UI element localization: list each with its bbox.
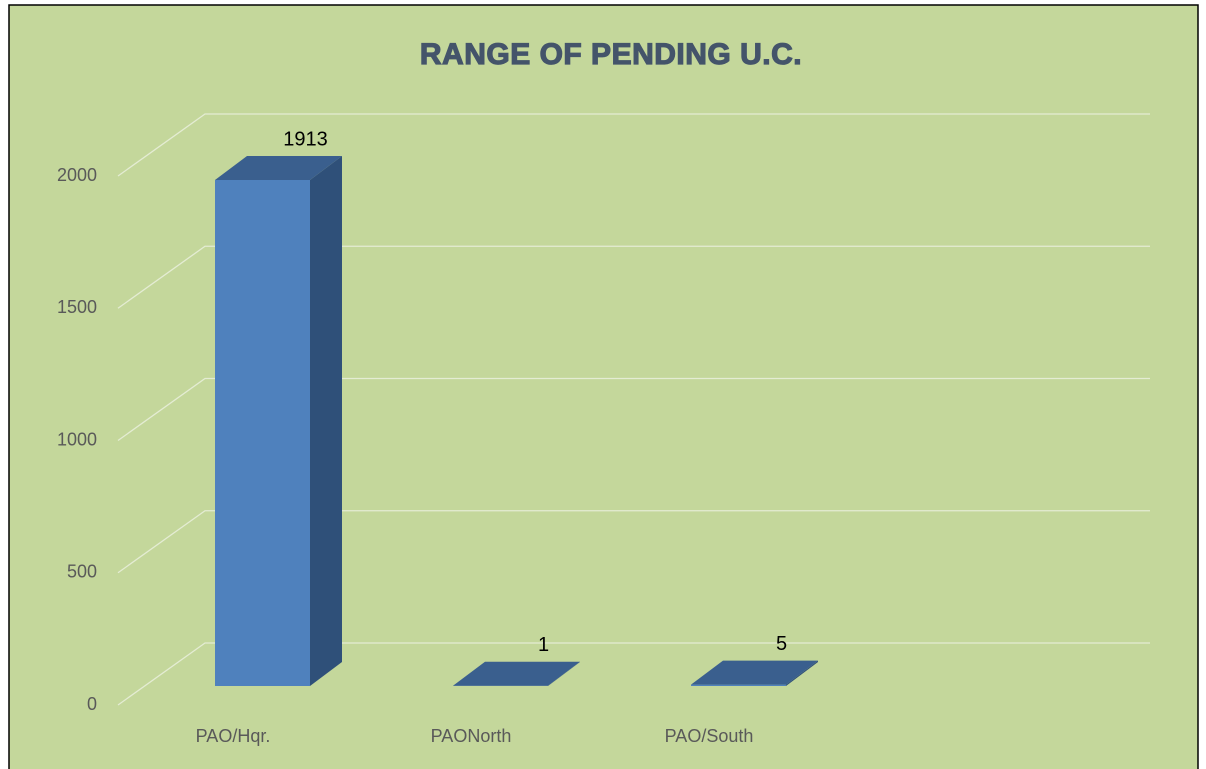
chart-title: RANGE OF PENDING U.C. xyxy=(420,38,802,71)
bar xyxy=(691,660,818,686)
chart-area xyxy=(8,4,1199,769)
bar xyxy=(215,156,342,687)
grid-line xyxy=(117,377,1150,442)
bar xyxy=(453,661,580,686)
bar-top xyxy=(453,661,580,686)
bar-side xyxy=(548,661,580,686)
bar-top xyxy=(691,660,818,685)
y-tick-label: 500 xyxy=(67,562,97,582)
y-tick-label: 1000 xyxy=(57,429,97,449)
bar-front xyxy=(215,180,310,686)
grid-line xyxy=(117,245,1150,309)
grid-line xyxy=(117,642,1150,706)
data-label: 1 xyxy=(538,634,549,656)
bar-side xyxy=(310,156,342,687)
x-tick-label: PAO/Hqr. xyxy=(196,726,271,746)
data-label: 1913 xyxy=(283,128,328,150)
grid-line xyxy=(117,510,1150,574)
bar-side xyxy=(786,660,818,686)
bar-top xyxy=(215,156,342,181)
x-tick-label: PAONorth xyxy=(431,726,512,746)
x-tick-label: PAO/South xyxy=(665,726,754,746)
y-tick-label: 0 xyxy=(87,694,97,714)
y-tick-label: 2000 xyxy=(57,165,97,185)
grid-line xyxy=(117,113,1150,177)
bar-front xyxy=(691,684,786,686)
y-tick-label: 1500 xyxy=(57,297,97,317)
data-label: 5 xyxy=(776,633,787,655)
